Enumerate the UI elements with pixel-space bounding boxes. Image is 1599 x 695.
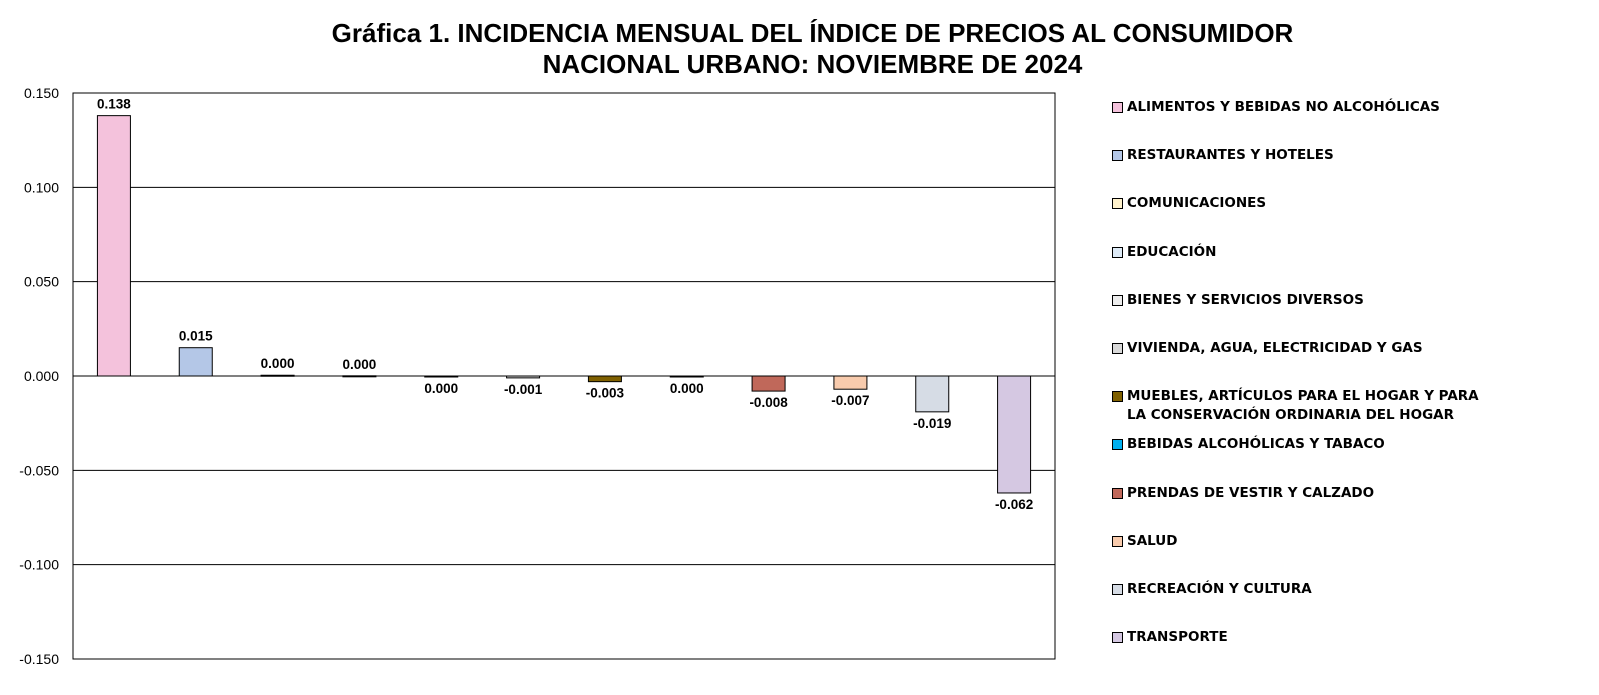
legend-item: RECREACIÓN Y CULTURA: [1112, 580, 1487, 599]
data-label: -0.019: [913, 416, 951, 431]
bar: [178, 347, 213, 377]
legend-label: EDUCACIÓN: [1127, 243, 1217, 260]
bar: [424, 375, 459, 378]
legend-label: COMUNICACIONES: [1127, 195, 1267, 212]
data-label: 0.000: [343, 357, 377, 372]
legend-item: EDUCACIÓN: [1112, 243, 1487, 262]
bar: [587, 375, 622, 383]
bar: [342, 375, 377, 378]
legend-swatch: [1112, 439, 1123, 451]
legend-item: SALUD: [1112, 532, 1487, 551]
data-label: -0.007: [831, 393, 869, 408]
legend-item: MUEBLES, ARTÍCULOS PARA EL HOGAR Y PARA …: [1112, 387, 1487, 425]
y-tick-label: -0.100: [19, 557, 59, 573]
legend-swatch: [1112, 343, 1123, 354]
data-label: 0.000: [261, 356, 295, 371]
bar: [997, 375, 1032, 494]
data-label: -0.003: [586, 386, 625, 401]
bar: [915, 375, 950, 413]
legend-swatch: [1112, 487, 1123, 499]
legend-item: TRANSPORTE: [1112, 628, 1487, 647]
chart-title: Gráfica 1. INCIDENCIA MENSUAL DEL ÍNDICE…: [0, 18, 1599, 80]
data-label: 0.015: [179, 329, 213, 344]
bar: [96, 115, 131, 377]
bar: [506, 375, 541, 379]
legend-item: BEBIDAS ALCOHÓLICAS Y TABACO: [1112, 435, 1487, 454]
legend-swatch: [1112, 391, 1123, 403]
legend-swatch: [1112, 535, 1123, 547]
data-label: 0.138: [97, 97, 131, 112]
legend-swatch: [1112, 198, 1123, 210]
legend-swatch: [1112, 246, 1123, 258]
y-tick-label: 0.000: [24, 368, 59, 384]
legend-item: ALIMENTOS Y BEBIDAS NO ALCOHÓLICAS: [1112, 98, 1487, 117]
bar-chart: 0.150 0.100 0.050 0.000 -0.050 -0.100 -0.150 0.…: [19, 85, 1056, 667]
legend-label: VIVIENDA, AGUA, ELECTRICIDAD Y GAS: [1127, 340, 1423, 356]
bar: [669, 375, 704, 378]
y-tick-label: 0.100: [24, 179, 59, 195]
y-tick-label: -0.150: [19, 651, 59, 667]
y-tick-label: 0.050: [24, 274, 59, 290]
data-label: -0.008: [749, 395, 788, 410]
bar: [260, 374, 295, 377]
legend-label: BEBIDAS ALCOHÓLICAS Y TABACO: [1127, 436, 1385, 453]
legend-swatch: [1112, 632, 1123, 644]
legend-label: BIENES Y SERVICIOS DIVERSOS: [1127, 291, 1364, 308]
legend-item: PRENDAS DE VESTIR Y CALZADO: [1112, 484, 1487, 503]
legend-label: PRENDAS DE VESTIR Y CALZADO: [1127, 484, 1375, 501]
legend-label: MUEBLES, ARTÍCULOS PARA EL HOGAR Y PARA …: [1127, 388, 1479, 424]
legend-item: COMUNICACIONES: [1112, 194, 1487, 213]
chart-title-line1: Gráfica 1. INCIDENCIA MENSUAL DEL ÍNDICE…: [331, 18, 1294, 48]
legend-label: TRANSPORTE: [1127, 629, 1228, 646]
legend-item: RESTAURANTES Y HOTELES: [1112, 146, 1487, 165]
legend-label: RECREACIÓN Y CULTURA: [1127, 581, 1312, 597]
legend-swatch: [1112, 102, 1123, 113]
legend-label: RESTAURANTES Y HOTELES: [1127, 147, 1334, 164]
legend-swatch: [1112, 584, 1123, 595]
legend-item: BIENES Y SERVICIOS DIVERSOS: [1112, 291, 1487, 310]
legend-item: VIVIENDA, AGUA, ELECTRICIDAD Y GAS: [1112, 339, 1487, 358]
chart-subtitle: NACIONAL URBANO: NOVIEMBRE DE 2024: [542, 49, 1083, 79]
data-label: -0.062: [995, 497, 1033, 512]
data-label: 0.000: [670, 381, 704, 396]
legend-swatch: [1112, 294, 1123, 306]
y-tick-label: 0.150: [24, 85, 59, 101]
bar: [833, 375, 868, 390]
legend-label: ALIMENTOS Y BEBIDAS NO ALCOHÓLICAS: [1127, 99, 1440, 115]
data-label: 0.000: [424, 381, 458, 396]
data-label: -0.001: [504, 382, 543, 397]
legend-label: SALUD: [1127, 532, 1178, 549]
legend-swatch: [1112, 150, 1123, 162]
bar: [751, 375, 786, 392]
y-tick-label: -0.050: [19, 462, 59, 478]
